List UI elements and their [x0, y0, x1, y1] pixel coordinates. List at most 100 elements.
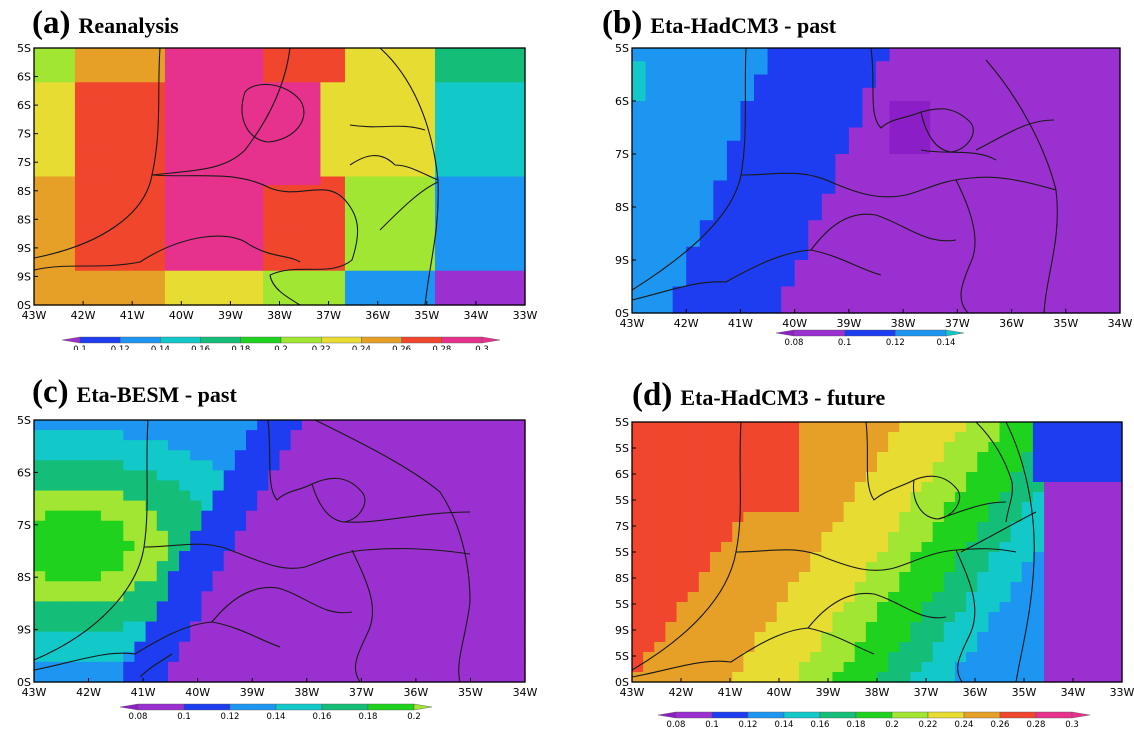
lon-tick-label: 34W — [513, 686, 538, 699]
panel-c-cell — [346, 631, 359, 643]
panel-d-cell — [910, 672, 923, 683]
panel-b-cell — [1038, 233, 1053, 248]
panel-d-cell — [643, 612, 655, 623]
panel-b-cell — [740, 286, 755, 301]
panel-a-cell — [115, 287, 125, 298]
panel-b-cell — [1038, 193, 1053, 208]
panel-a-cell — [304, 150, 313, 160]
colorbar-segment — [401, 336, 443, 344]
panel-b-cell — [970, 207, 986, 221]
panel-a-cell — [214, 245, 223, 255]
panel-a-cell — [238, 65, 248, 75]
panel-c-cell — [246, 420, 258, 431]
panel-a-cell — [492, 133, 502, 143]
panel-a-cell — [156, 236, 166, 246]
panel-a-cell — [58, 210, 68, 220]
panel-b-cell — [970, 193, 986, 208]
panel-c-cell — [335, 591, 348, 602]
panel-d-cell — [1066, 512, 1079, 523]
panel-b-cell — [998, 193, 1013, 208]
panel-a-cell — [500, 167, 510, 178]
panel-d-cell — [854, 592, 867, 603]
panel-c-cell — [290, 510, 303, 522]
panel-d-cell — [776, 612, 789, 623]
panel-a-cell — [443, 116, 452, 126]
panel-a-cell — [443, 287, 452, 298]
lon-tick-label: 36W — [403, 686, 428, 699]
panel-b-cell — [876, 273, 891, 288]
panel-a-cell — [91, 90, 101, 100]
panel-c-cell — [491, 470, 504, 482]
panel-a-cell — [467, 116, 477, 126]
lat-tick-label: 7S — [17, 156, 31, 169]
panel-a-cell — [132, 296, 141, 306]
panel-a-cell — [344, 167, 354, 178]
panel-b-cell — [1038, 207, 1053, 221]
panel-b-cell — [740, 246, 755, 261]
panel-b-cell — [821, 180, 836, 195]
panel-a-cell — [492, 65, 502, 75]
panel-a-cell — [492, 193, 502, 203]
panel-c-cell — [89, 440, 102, 451]
panel-c-cell — [223, 540, 236, 552]
panel-a-cell — [115, 185, 125, 195]
panel-c-cell — [167, 430, 180, 441]
panel-c-cell — [458, 551, 470, 562]
panel-c-cell — [413, 450, 426, 461]
panel-d-cell — [854, 502, 867, 513]
panel-a-cell — [361, 90, 371, 100]
panel-b-cell — [1065, 101, 1080, 115]
panel-d-cell — [687, 482, 700, 493]
panel-b-cell — [699, 127, 714, 142]
panel-d-cell — [632, 522, 644, 533]
panel-c-cell — [435, 621, 448, 633]
panel-a-colorbar: 0.1 0.12 0.14 0.16 0.18 0.2 0.22 0.24 0.26 0.28 0.… — [61, 336, 501, 350]
panel-c-cell — [134, 551, 147, 562]
panel-c-cell — [268, 500, 281, 512]
panel-c-cell — [145, 420, 158, 431]
lon-tick-label: 41W — [728, 317, 753, 330]
panel-c-cell — [279, 621, 292, 633]
panel-d-cell — [888, 452, 900, 463]
panel-a-cell — [58, 125, 68, 135]
panel-c-cell — [312, 631, 325, 643]
panel-b-cell — [876, 260, 891, 274]
panel-b-cell — [1025, 154, 1040, 168]
panel-a-cell — [336, 287, 346, 298]
panel-d-cell — [765, 482, 778, 493]
panel-a-cell — [475, 270, 485, 280]
panel-d-cell — [821, 562, 834, 573]
panel-d-cell — [877, 602, 889, 613]
panel-a-cell — [492, 262, 502, 272]
panel-b-cell — [767, 140, 782, 155]
panel-c-cell — [112, 551, 124, 562]
panel-a-cell — [124, 287, 133, 298]
panel-d-cell — [988, 432, 1001, 443]
panel-a-cell — [66, 219, 76, 229]
panel-d-cell — [787, 592, 800, 603]
panel-a-cell — [353, 176, 362, 186]
panel-a-cell — [173, 253, 182, 263]
panel-d-cell — [709, 482, 722, 493]
panel-d-cell — [810, 472, 822, 483]
panel-c-cell — [458, 520, 470, 532]
panel-a-cell — [410, 82, 420, 92]
panel-a-cell — [181, 262, 191, 272]
panel-d-cell — [676, 662, 689, 673]
panel-b-cell — [1079, 193, 1094, 208]
panel-c-cell — [357, 631, 370, 643]
panel-c-cell — [413, 500, 426, 512]
panel-a-cell — [189, 227, 199, 238]
panel-a-cell — [377, 167, 387, 178]
panel-a-cell — [214, 202, 223, 212]
panel-d-cell — [743, 472, 756, 483]
panel-a-cell — [410, 185, 420, 195]
panel-c-cell — [435, 540, 448, 552]
panel-a-cell — [164, 245, 174, 255]
panel-a-cell — [254, 193, 264, 203]
panel-d-cell — [643, 572, 655, 583]
colorbar-label: 0.14 — [151, 345, 170, 350]
panel-b-cell — [686, 299, 701, 314]
panel-b-cell — [1038, 246, 1053, 261]
panel-a-cell — [205, 270, 215, 280]
